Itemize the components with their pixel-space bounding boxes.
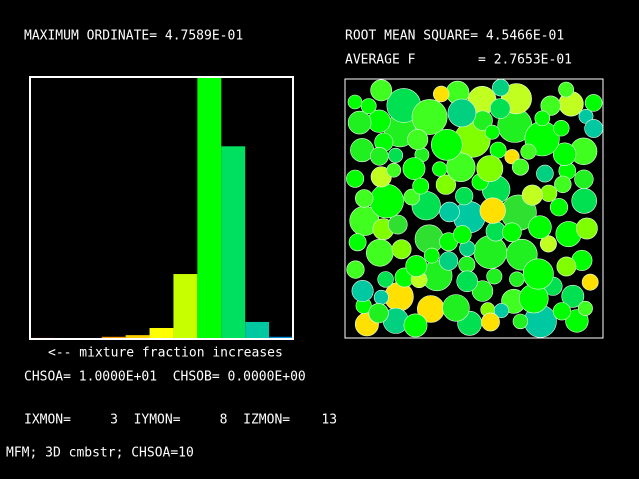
histogram-frame [29, 76, 294, 340]
particle [584, 119, 604, 138]
particle [456, 270, 479, 293]
particle [540, 184, 558, 202]
particle [571, 188, 598, 214]
particle [423, 247, 440, 264]
particle [412, 177, 430, 195]
bar [173, 274, 198, 339]
particle [558, 81, 574, 98]
particle [369, 183, 404, 219]
particle [489, 98, 511, 119]
particle [577, 300, 593, 316]
particle [447, 98, 477, 128]
bar [197, 77, 222, 339]
particle [539, 235, 557, 253]
particle [452, 225, 472, 244]
particle [403, 188, 421, 206]
particle [574, 169, 594, 190]
particle [430, 129, 463, 161]
particle [481, 312, 500, 332]
particle [476, 155, 504, 183]
particle [433, 85, 450, 103]
particle [552, 142, 577, 166]
particle [509, 271, 525, 287]
particle [502, 222, 522, 243]
bar [269, 336, 293, 339]
particle [486, 268, 503, 285]
particle [369, 147, 389, 166]
particle [387, 214, 408, 235]
particle [536, 164, 554, 183]
particle [442, 294, 470, 322]
particle [407, 129, 429, 151]
bar [125, 335, 150, 339]
particle [473, 235, 508, 269]
particle [347, 110, 372, 135]
particle [576, 217, 598, 240]
particle [435, 174, 457, 195]
particle [549, 198, 569, 217]
monitor-info: IXMON= 3 IYMON= 8 IZMON= 13 [24, 413, 337, 428]
particle [528, 215, 552, 239]
particle [511, 158, 529, 176]
particle [540, 95, 561, 116]
particle [391, 239, 412, 260]
particle [360, 98, 377, 114]
particle [455, 187, 474, 206]
particle [405, 255, 428, 277]
particle [368, 303, 389, 324]
particle [522, 258, 554, 290]
particle [365, 239, 394, 267]
particle [534, 110, 551, 127]
particle [355, 189, 374, 208]
particle [373, 289, 389, 305]
particle [581, 273, 599, 291]
particle [471, 280, 494, 302]
particle [554, 175, 572, 194]
particle [411, 99, 448, 135]
particle [493, 303, 509, 319]
particle [386, 162, 402, 178]
particle [432, 161, 448, 177]
particle [584, 94, 603, 112]
particle [520, 143, 537, 160]
bar [221, 146, 246, 339]
particle [370, 79, 393, 102]
particle [492, 78, 510, 97]
rms: ROOT MEAN SQUARE= 4.5466E-01 [345, 29, 564, 44]
bar [101, 336, 126, 339]
particle [512, 313, 529, 330]
particle [479, 197, 506, 224]
particle [402, 157, 426, 181]
particle [439, 251, 459, 271]
particle [346, 260, 365, 279]
particle [347, 94, 363, 110]
particle [553, 119, 570, 137]
x-label: <-- mixture fraction increases [48, 346, 283, 361]
particle [351, 279, 374, 302]
particle [348, 233, 367, 252]
particle [346, 169, 365, 188]
bar [149, 327, 174, 339]
particle [377, 271, 394, 288]
particle [556, 256, 577, 277]
particle [521, 184, 543, 206]
particle [552, 302, 572, 321]
footer: MFM; 3D cmbstr; CHSOA=10 [6, 446, 194, 461]
bar [245, 321, 270, 339]
particle [561, 284, 585, 308]
particle [484, 124, 500, 140]
average: AVERAGE F = 2.7653E-01 [345, 53, 572, 68]
chso-info: CHSOA= 1.0000E+01 CHSOB= 0.0000E+00 [24, 370, 306, 385]
particle [403, 313, 428, 338]
particle [388, 147, 404, 163]
particle [439, 201, 460, 223]
particle [458, 256, 476, 274]
max-ordinate: MAXIMUM ORDINATE= 4.7589E-01 [24, 29, 243, 44]
